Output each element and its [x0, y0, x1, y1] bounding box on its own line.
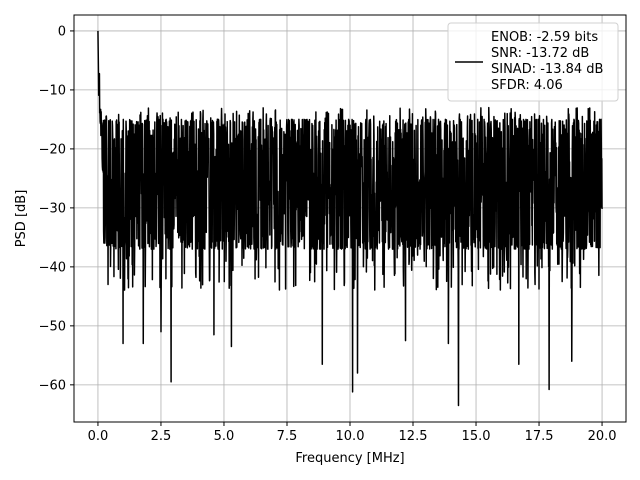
y-tick-label: −30 — [39, 201, 66, 216]
y-tick-label: 0 — [58, 24, 66, 39]
series-layer — [97, 30, 603, 407]
y-tick-label: −10 — [39, 83, 66, 98]
x-tick-label: 7.5 — [277, 429, 298, 444]
legend-entry-text: SINAD: -13.84 dB — [491, 62, 603, 77]
y-axis-label: PSD [dB] — [14, 190, 29, 248]
x-tick-label: 10.0 — [336, 429, 365, 444]
y-axis-ticks: 0 −10 −20 −30 −40 −50 −60 — [39, 24, 74, 393]
x-axis-label: Frequency [MHz] — [295, 451, 404, 466]
y-tick-label: −50 — [39, 319, 66, 334]
x-tick-label: 20.0 — [588, 429, 617, 444]
x-tick-label: 15.0 — [462, 429, 491, 444]
x-tick-label: 0.0 — [88, 429, 109, 444]
x-tick-label: 12.5 — [399, 429, 428, 444]
x-tick-label: 2.5 — [151, 429, 172, 444]
y-tick-label: −20 — [39, 142, 66, 157]
x-axis-ticks: 0.0 2.5 5.0 7.5 10.0 12.5 15.0 17.5 20.0 — [88, 422, 617, 444]
x-tick-label: 5.0 — [214, 429, 235, 444]
legend-entry-text: SFDR: 4.06 — [491, 78, 563, 93]
y-tick-label: −40 — [39, 260, 66, 275]
legend-box — [447, 22, 619, 102]
x-tick-label: 17.5 — [525, 429, 554, 444]
legend-entry-text: SNR: -13.72 dB — [491, 46, 589, 61]
y-tick-label: −60 — [39, 378, 66, 393]
legend-entry-text: ENOB: -2.59 bits — [491, 30, 598, 45]
psd-series-line — [97, 30, 603, 407]
